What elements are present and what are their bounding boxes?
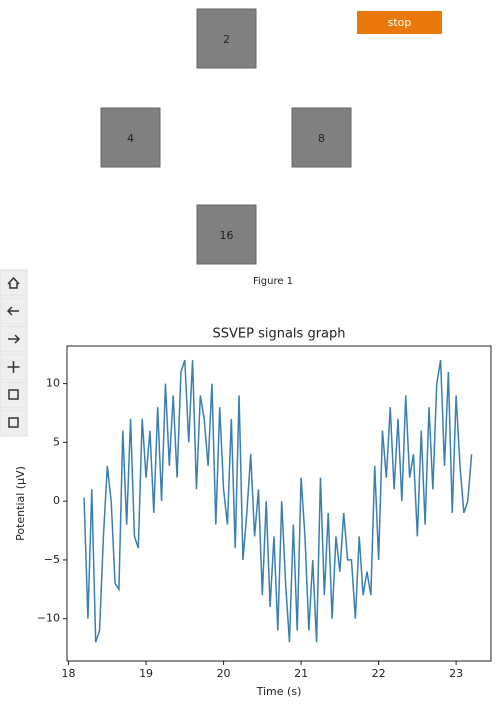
y-tick-label: −10	[37, 612, 60, 625]
y-tick-label: −5	[44, 553, 60, 566]
x-tick-label: 23	[449, 667, 463, 680]
icon	[6, 306, 19, 316]
y-tick-label: 0	[53, 494, 60, 507]
x-tick-label: 21	[294, 667, 308, 680]
stop-button[interactable]: stop	[357, 11, 442, 34]
home-button[interactable]	[0, 269, 28, 297]
icon	[8, 417, 19, 428]
icon	[7, 276, 20, 289]
save-button[interactable]	[0, 409, 28, 437]
figure-label: Figure 1	[253, 276, 293, 287]
chart-title: SSVEP signals graph	[213, 327, 346, 342]
y-axis-label: Potential (μV)	[14, 466, 27, 541]
icon	[8, 389, 19, 400]
x-tick-label: 20	[217, 667, 231, 680]
square-label: 4	[127, 132, 134, 145]
icon	[7, 361, 20, 373]
plot-frame	[66, 345, 492, 662]
y-tick-label: 10	[46, 377, 60, 390]
square-label: 8	[318, 132, 325, 145]
square	[196, 204, 257, 265]
x-tick-label: 22	[372, 667, 386, 680]
line-series	[83, 359, 473, 643]
square	[291, 107, 352, 168]
square	[196, 8, 257, 69]
icon	[8, 334, 21, 344]
button-bg[interactable]	[357, 11, 442, 34]
toolbar-icons	[6, 276, 21, 428]
x-axis-label: Time (s)	[256, 685, 302, 698]
button-label[interactable]: stop	[388, 16, 412, 29]
x-tick-label: 19	[139, 667, 153, 680]
square-label: 16	[220, 229, 234, 242]
square-label: 2	[223, 33, 230, 46]
toolbar	[0, 269, 28, 437]
y-tick-label: 5	[53, 435, 60, 448]
x-tick-label: 18	[62, 667, 76, 680]
square	[100, 107, 161, 168]
zoom-button[interactable]	[0, 381, 28, 409]
